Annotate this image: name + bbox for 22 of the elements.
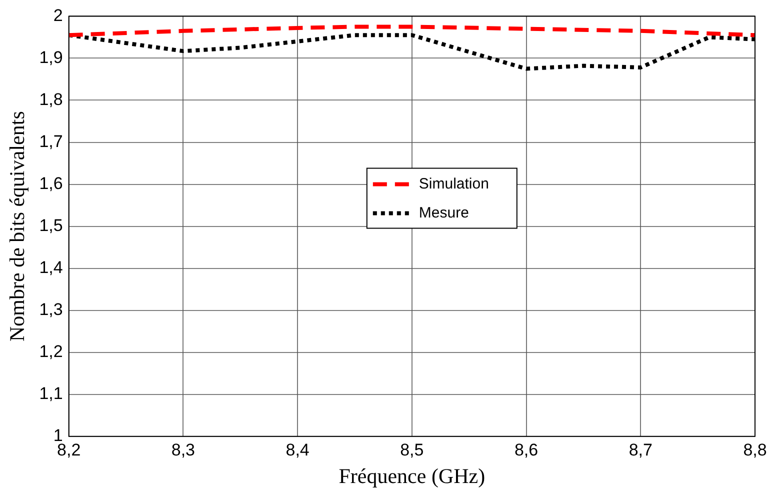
y-tick-label: 1,6	[39, 174, 63, 193]
x-tick-label: 8,2	[57, 440, 81, 460]
y-tick-label: 1,9	[39, 48, 63, 67]
x-tick-label: 8,4	[286, 440, 310, 460]
y-tick-label: 1,2	[39, 342, 63, 362]
line-series	[68, 24, 755, 38]
x-tick-label: 8,5	[400, 440, 424, 460]
y-tick-label: 1,5	[39, 216, 63, 235]
x-tick-label: 8,3	[171, 440, 196, 460]
legend-label: Mesure	[418, 204, 469, 222]
x-tick-label: 8,6	[514, 440, 538, 460]
x-axis-title: Fréquence (GHz)	[338, 464, 486, 488]
y-tick-label: 1,1	[39, 384, 63, 404]
x-tick-label: 8,7	[628, 440, 652, 460]
y-tick-label: 2	[53, 6, 63, 25]
y-axis-title: Nombre de bits équivalents	[5, 111, 30, 342]
y-tick-label: 1,3	[39, 300, 63, 320]
y-tick-label: 1,7	[39, 132, 63, 151]
y-tick-label: 1,4	[39, 258, 63, 278]
legend-label: Simulation	[418, 175, 489, 192]
x-tick-label: 8,8	[743, 440, 767, 460]
y-tick-label: 1,8	[39, 90, 63, 109]
